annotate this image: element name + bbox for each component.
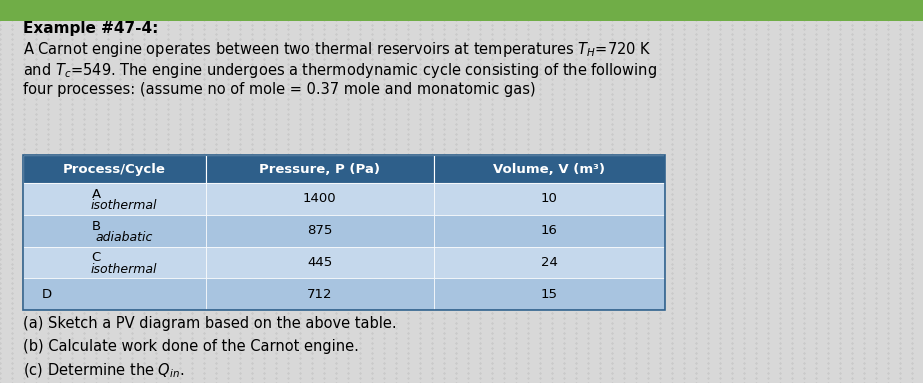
Text: (b) Calculate work done of the Carnot engine.: (b) Calculate work done of the Carnot en… [23,339,359,354]
FancyBboxPatch shape [0,0,923,21]
Text: adiabatic: adiabatic [95,231,152,244]
Text: Example #47-4:: Example #47-4: [23,21,159,36]
FancyBboxPatch shape [23,278,206,310]
Text: A: A [91,188,101,201]
FancyBboxPatch shape [434,278,665,310]
FancyBboxPatch shape [23,183,206,215]
FancyBboxPatch shape [206,155,434,183]
Text: B: B [91,219,101,232]
Text: Pressure, P (Pa): Pressure, P (Pa) [259,162,380,175]
FancyBboxPatch shape [434,183,665,215]
Text: Process/Cycle: Process/Cycle [63,162,166,175]
FancyBboxPatch shape [206,278,434,310]
FancyBboxPatch shape [23,247,206,278]
Text: four processes: (assume no of mole = 0.37 mole and monatomic gas): four processes: (assume no of mole = 0.3… [23,82,535,97]
Text: 445: 445 [307,256,332,269]
FancyBboxPatch shape [23,155,206,183]
FancyBboxPatch shape [434,215,665,247]
Text: (a) Sketch a PV diagram based on the above table.: (a) Sketch a PV diagram based on the abo… [23,316,397,331]
Text: 16: 16 [541,224,557,237]
Text: A Carnot engine operates between two thermal reservoirs at temperatures $T_H$=72: A Carnot engine operates between two the… [23,40,652,59]
Text: 875: 875 [307,224,332,237]
Text: 1400: 1400 [303,192,337,205]
Text: isothermal: isothermal [90,199,157,212]
Text: (c) Determine the $Q_{in}$.: (c) Determine the $Q_{in}$. [23,362,185,380]
Text: 15: 15 [541,288,557,301]
Text: 712: 712 [307,288,332,301]
FancyBboxPatch shape [206,247,434,278]
FancyBboxPatch shape [206,215,434,247]
Text: C: C [91,251,101,264]
FancyBboxPatch shape [434,155,665,183]
FancyBboxPatch shape [206,183,434,215]
Text: Volume, V (m³): Volume, V (m³) [493,162,605,175]
Text: isothermal: isothermal [90,263,157,276]
Text: 24: 24 [541,256,557,269]
FancyBboxPatch shape [434,247,665,278]
Text: 10: 10 [541,192,557,205]
FancyBboxPatch shape [23,215,206,247]
Text: D: D [42,288,52,301]
Text: and $T_c$=549. The engine undergoes a thermodynamic cycle consisting of the foll: and $T_c$=549. The engine undergoes a th… [23,61,657,80]
